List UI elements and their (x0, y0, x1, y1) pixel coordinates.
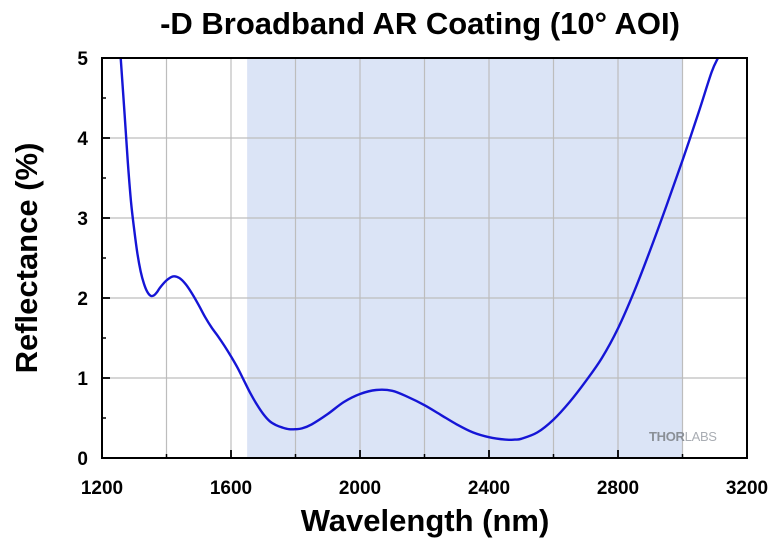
y-tick-label: 3 (77, 209, 88, 230)
y-tick-label: 5 (77, 49, 88, 70)
x-tick-label: 2800 (597, 478, 639, 499)
y-tick-label: 2 (77, 289, 88, 310)
reflectance-curve (119, 58, 720, 442)
y-tick-label: 1 (77, 369, 88, 390)
thorlabs-logo: THORLABS (649, 429, 718, 444)
y-tick-label: 0 (77, 449, 88, 470)
x-tick-label: 1200 (81, 478, 123, 499)
x-tick-label: 1600 (210, 478, 252, 499)
x-axis-label: Wavelength (nm) (301, 503, 550, 538)
x-tick-label: 3200 (726, 478, 768, 499)
y-tick-label: 4 (77, 129, 88, 150)
x-tick-labels: 1200 1600 2000 2400 2800 3200 (81, 478, 768, 499)
design-wavelength-range-band (247, 58, 683, 458)
logo-text-main: THOR (649, 429, 686, 444)
y-axis-label: Reflectance (%) (9, 143, 44, 374)
gridlines (102, 58, 747, 458)
logo-text-light: LABS (685, 429, 718, 444)
svg-text:THORLABS: THORLABS (649, 429, 717, 444)
plot-frame (101, 57, 748, 459)
chart-title: -D Broadband AR Coating (10° AOI) (160, 6, 680, 41)
y-tick-labels: 0 1 2 3 4 5 (77, 49, 88, 470)
x-tick-label: 2400 (468, 478, 510, 499)
x-tick-label: 2000 (339, 478, 381, 499)
